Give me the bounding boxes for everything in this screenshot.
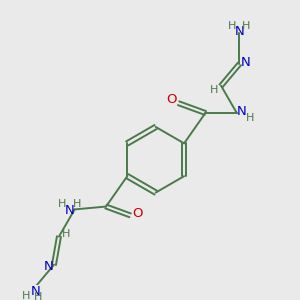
Text: N: N — [235, 25, 244, 38]
Text: H: H — [245, 113, 254, 123]
Text: O: O — [132, 207, 142, 220]
Text: H: H — [210, 85, 218, 95]
Text: O: O — [166, 93, 177, 106]
Text: H: H — [228, 21, 236, 31]
Text: H: H — [62, 229, 70, 239]
Text: H: H — [73, 199, 82, 209]
Text: N: N — [30, 284, 40, 298]
Text: N: N — [237, 105, 247, 118]
Text: H: H — [34, 292, 42, 300]
Text: N: N — [44, 260, 53, 274]
Text: H: H — [242, 21, 251, 31]
Text: N: N — [64, 204, 74, 217]
Text: H: H — [22, 291, 30, 300]
Text: N: N — [240, 56, 250, 69]
Text: H: H — [58, 199, 66, 209]
